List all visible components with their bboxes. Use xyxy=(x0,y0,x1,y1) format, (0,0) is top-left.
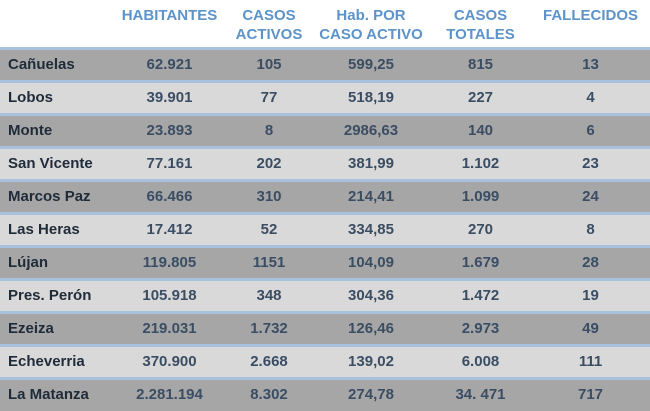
hab-por-caso-cell: 104,09 xyxy=(348,254,394,271)
header-hab-por-caso: Hab. POR CASO ACTIVO xyxy=(312,0,430,47)
hab-por-caso-cell: 2986,63 xyxy=(343,122,399,139)
municipality-cell: Monte xyxy=(8,122,53,139)
casos-activos-cell: 52 xyxy=(260,221,278,238)
municipality-cell: Echeverria xyxy=(8,353,85,370)
habitantes-cell: 105.918 xyxy=(142,287,197,304)
casos-totales-cell: 1.472 xyxy=(461,287,500,304)
municipality-cell: La Matanza xyxy=(8,386,89,403)
casos-totales-cell: 1.679 xyxy=(461,254,500,271)
header-casos-activos: CASOS ACTIVOS xyxy=(226,0,312,47)
casos-totales-cell: 34. 471 xyxy=(455,386,506,403)
hab-por-caso-cell: 274,78 xyxy=(348,386,394,403)
header-line: CASOS xyxy=(453,7,508,24)
casos-activos-cell: 77 xyxy=(260,89,278,106)
habitantes-cell: 17.412 xyxy=(146,221,193,238)
fallecidos-cell: 19 xyxy=(582,287,599,304)
hab-por-caso-cell: 599,25 xyxy=(348,56,394,73)
habitantes-cell: 219.031 xyxy=(142,320,197,337)
municipality-cell: San Vicente xyxy=(8,155,93,172)
fallecidos-cell: 49 xyxy=(582,320,599,337)
fallecidos-cell: 28 xyxy=(582,254,599,271)
table-row: Pres. Perón 105.918 348 304,36 1.472 19 xyxy=(0,278,650,311)
table-body: Cañuelas 62.921 105 599,25 815 13 Lobos 39.901 7… xyxy=(0,47,650,411)
casos-totales-cell: 1.102 xyxy=(461,155,500,172)
hab-por-caso-cell: 139,02 xyxy=(348,353,394,370)
habitantes-cell: 2.281.194 xyxy=(136,386,203,403)
fallecidos-cell: 111 xyxy=(578,353,603,370)
habitantes-cell: 39.901 xyxy=(146,89,193,106)
hab-por-caso-cell: 334,85 xyxy=(348,221,394,238)
header-line: CASO ACTIVO xyxy=(319,26,423,43)
table-row: Lújan 119.805 1151 104,09 1.679 28 xyxy=(0,245,650,278)
hab-por-caso-cell: 518,19 xyxy=(348,89,394,106)
habitantes-cell: 370.900 xyxy=(142,353,197,370)
hab-por-caso-cell: 304,36 xyxy=(348,287,394,304)
municipality-cell: Ezeiza xyxy=(8,320,54,337)
casos-totales-cell: 815 xyxy=(467,56,494,73)
casos-totales-cell: 140 xyxy=(467,122,494,139)
casos-totales-cell: 227 xyxy=(467,89,494,106)
fallecidos-cell: 4 xyxy=(586,89,595,106)
fallecidos-cell: 24 xyxy=(582,188,599,205)
municipality-cell: Lobos xyxy=(8,89,53,106)
casos-activos-cell: 8.302 xyxy=(250,386,288,403)
casos-totales-cell: 2.973 xyxy=(461,320,500,337)
casos-activos-cell: 310 xyxy=(256,188,282,205)
casos-activos-cell: 1151 xyxy=(252,254,286,271)
table-row: La Matanza 2.281.194 8.302 274,78 34. 471 717 xyxy=(0,377,650,411)
habitantes-cell: 66.466 xyxy=(146,188,193,205)
table-row: Las Heras 17.412 52 334,85 270 8 xyxy=(0,212,650,245)
casos-activos-cell: 8 xyxy=(264,122,274,139)
table-row: Monte 23.893 8 2986,63 140 6 xyxy=(0,113,650,146)
header-line: CASOS xyxy=(242,7,296,24)
casos-activos-cell: 105 xyxy=(256,56,282,73)
casos-activos-cell: 1.732 xyxy=(250,320,288,337)
casos-activos-cell: 202 xyxy=(256,155,282,172)
habitantes-cell: 77.161 xyxy=(146,155,193,172)
municipality-cell: Pres. Perón xyxy=(8,287,92,304)
hab-por-caso-cell: 381,99 xyxy=(348,155,394,172)
hab-por-caso-cell: 214,41 xyxy=(348,188,394,205)
municipality-cell: Cañuelas xyxy=(8,56,75,73)
header-line: Hab. POR xyxy=(336,7,406,24)
municipality-cell: Marcos Paz xyxy=(8,188,91,205)
table-header: HABITANTES CASOS ACTIVOS Hab. POR CASO A… xyxy=(0,0,650,47)
casos-totales-cell: 270 xyxy=(467,221,494,238)
habitantes-cell: 119.805 xyxy=(142,254,197,271)
casos-totales-cell: 1.099 xyxy=(461,188,500,205)
table-row: Lobos 39.901 77 518,19 227 4 xyxy=(0,80,650,113)
header-line: HABITANTES xyxy=(121,7,218,24)
table-row: Ezeiza 219.031 1.732 126,46 2.973 49 xyxy=(0,311,650,344)
fallecidos-cell: 8 xyxy=(586,221,595,238)
municipality-cell: Lújan xyxy=(8,254,48,271)
header-habitantes: HABITANTES xyxy=(113,0,226,47)
fallecidos-cell: 13 xyxy=(582,56,599,73)
habitantes-cell: 23.893 xyxy=(146,122,193,139)
header-municipality xyxy=(0,0,113,47)
hab-por-caso-cell: 126,46 xyxy=(348,320,394,337)
casos-activos-cell: 2.668 xyxy=(250,353,288,370)
table-row: San Vicente 77.161 202 381,99 1.102 23 xyxy=(0,146,650,179)
header-casos-totales: CASOS TOTALES xyxy=(430,0,531,47)
fallecidos-cell: 6 xyxy=(586,122,595,139)
fallecidos-cell: 717 xyxy=(577,386,604,403)
header-fallecidos: FALLECIDOS xyxy=(531,0,650,47)
table-row: Marcos Paz 66.466 310 214,41 1.099 24 xyxy=(0,179,650,212)
fallecidos-cell: 23 xyxy=(582,155,599,172)
header-line: ACTIVOS xyxy=(235,26,303,43)
casos-totales-cell: 6.008 xyxy=(461,353,500,370)
table-row: Echeverria 370.900 2.668 139,02 6.008 111 xyxy=(0,344,650,377)
habitantes-cell: 62.921 xyxy=(146,56,193,73)
casos-activos-cell: 348 xyxy=(256,287,282,304)
header-line: FALLECIDOS xyxy=(542,7,638,24)
header-line: TOTALES xyxy=(446,26,515,43)
municipality-cell: Las Heras xyxy=(8,221,80,238)
table-row: Cañuelas 62.921 105 599,25 815 13 xyxy=(0,47,650,80)
